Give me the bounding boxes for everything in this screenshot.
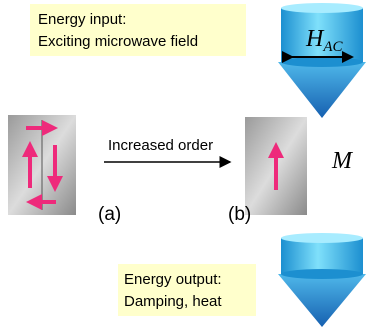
transition-label: Increased order	[108, 137, 213, 154]
panel-a-image	[8, 115, 76, 215]
magnetization-label: M	[331, 148, 354, 174]
panel-label: (b)	[228, 204, 251, 225]
output-subtitle: Damping, heat	[124, 293, 222, 310]
panel-label: (a)	[98, 204, 121, 225]
panel-b-image	[245, 117, 307, 215]
output-title: Energy output:	[124, 271, 222, 288]
diagram: Energy input: Exciting microwave field H…	[0, 0, 379, 329]
input-title: Energy input:	[38, 11, 126, 28]
input-subtitle: Exciting microwave field	[38, 33, 198, 50]
output-arrow	[278, 233, 366, 327]
input-arrow	[278, 3, 366, 118]
